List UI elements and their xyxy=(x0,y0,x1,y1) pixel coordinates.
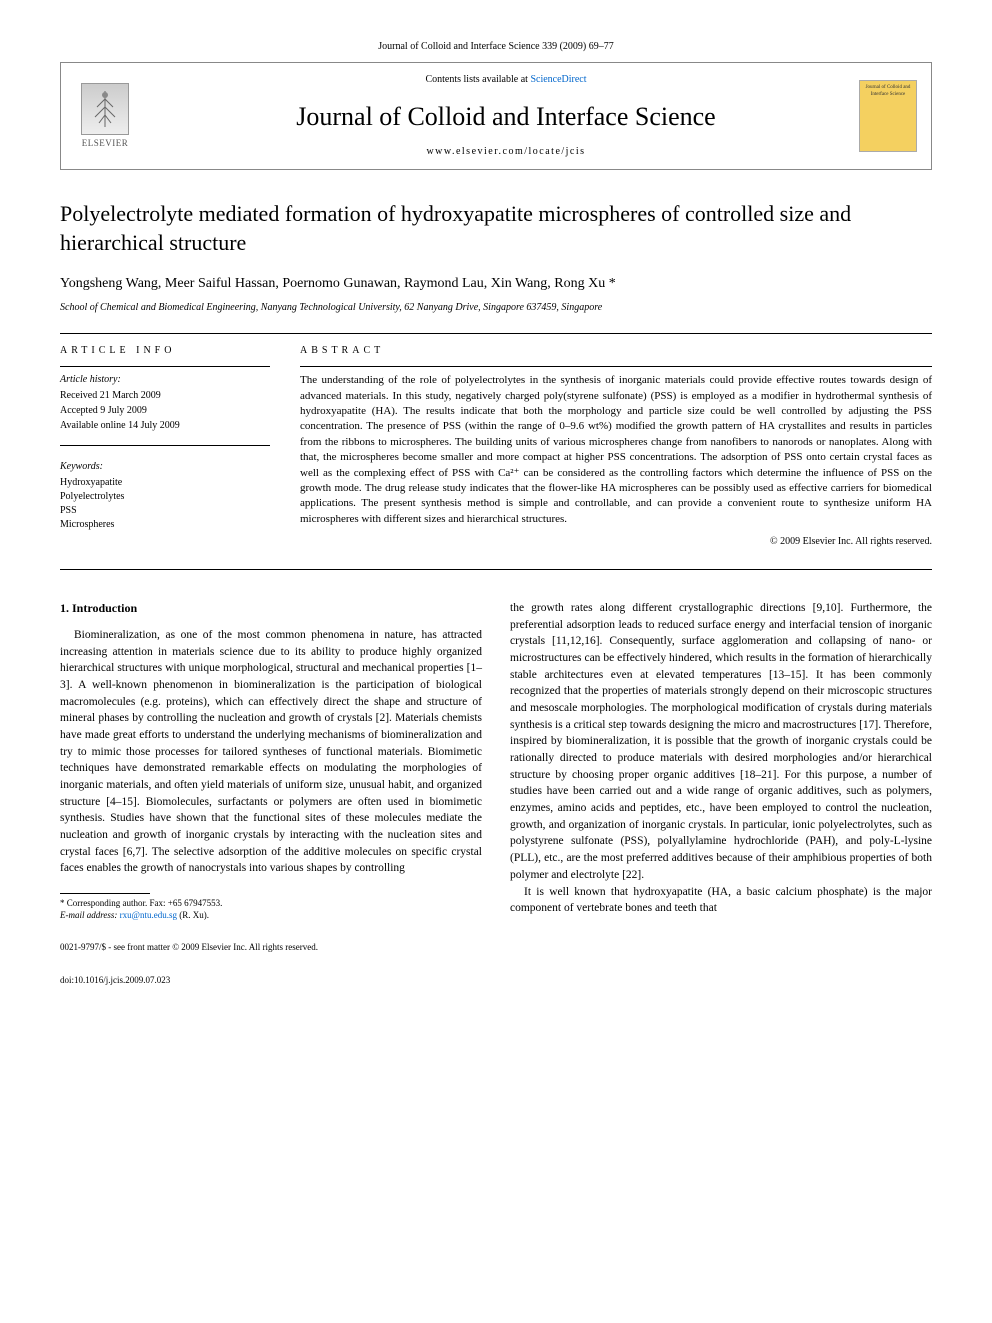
contents-available: Contents lists available at ScienceDirec… xyxy=(153,73,859,87)
journal-cover-thumbnail: Journal of Colloid and Interface Science xyxy=(859,80,917,152)
divider-top xyxy=(60,333,932,334)
keyword-2: Polyelectrolytes xyxy=(60,490,270,504)
keyword-4: Microspheres xyxy=(60,518,270,532)
online-date: Available online 14 July 2009 xyxy=(60,419,270,433)
abstract-divider xyxy=(300,366,932,367)
article-info-heading: ARTICLE INFO xyxy=(60,344,270,358)
corresponding-author-note: * Corresponding author. Fax: +65 6794755… xyxy=(60,898,482,910)
email-note: E-mail address: rxu@ntu.edu.sg (R. Xu). xyxy=(60,910,482,922)
received-date: Received 21 March 2009 xyxy=(60,389,270,403)
intro-heading: 1. Introduction xyxy=(60,600,482,617)
footer-doi: doi:10.1016/j.jcis.2009.07.023 xyxy=(60,974,932,987)
body-column-right: the growth rates along different crystal… xyxy=(510,600,932,921)
elsevier-logo: ELSEVIER xyxy=(75,81,135,151)
contents-prefix: Contents lists available at xyxy=(425,74,530,85)
intro-para-1: Biomineralization, as one of the most co… xyxy=(60,627,482,877)
email-address[interactable]: rxu@ntu.edu.sg xyxy=(120,910,177,920)
keyword-3: PSS xyxy=(60,504,270,518)
accepted-date: Accepted 9 July 2009 xyxy=(60,404,270,418)
journal-url[interactable]: www.elsevier.com/locate/jcis xyxy=(153,145,859,159)
abstract-text: The understanding of the role of polyele… xyxy=(300,373,932,527)
keywords-label: Keywords: xyxy=(60,460,270,474)
intro-para-2: It is well known that hydroxyapatite (HA… xyxy=(510,884,932,917)
journal-header-box: ELSEVIER Contents lists available at Sci… xyxy=(60,62,932,170)
journal-title: Journal of Colloid and Interface Science xyxy=(153,99,859,135)
info-divider-2 xyxy=(60,445,270,446)
article-info-column: ARTICLE INFO Article history: Received 2… xyxy=(60,344,270,549)
elsevier-tree-icon xyxy=(81,83,129,135)
abstract-heading: ABSTRACT xyxy=(300,344,932,358)
abstract-copyright: © 2009 Elsevier Inc. All rights reserved… xyxy=(300,535,932,549)
footer-copyright: 0021-9797/$ - see front matter © 2009 El… xyxy=(60,941,932,954)
email-label: E-mail address: xyxy=(60,910,117,920)
authors-list: Yongsheng Wang, Meer Saiful Hassan, Poer… xyxy=(60,274,932,294)
article-title: Polyelectrolyte mediated formation of hy… xyxy=(60,200,932,257)
email-suffix: (R. Xu). xyxy=(179,910,209,920)
sciencedirect-link[interactable]: ScienceDirect xyxy=(530,74,586,85)
citation-header: Journal of Colloid and Interface Science… xyxy=(60,40,932,54)
divider-bottom xyxy=(60,569,932,570)
cover-text: Journal of Colloid and Interface Science xyxy=(863,84,913,98)
intro-para-1-cont: the growth rates along different crystal… xyxy=(510,600,932,883)
info-divider-1 xyxy=(60,366,270,367)
history-label: Article history: xyxy=(60,373,270,387)
affiliation: School of Chemical and Biomedical Engine… xyxy=(60,301,932,315)
footnote-divider xyxy=(60,893,150,894)
abstract-column: ABSTRACT The understanding of the role o… xyxy=(300,344,932,549)
body-column-left: 1. Introduction Biomineralization, as on… xyxy=(60,600,482,921)
elsevier-label: ELSEVIER xyxy=(82,137,129,150)
keyword-1: Hydroxyapatite xyxy=(60,476,270,490)
